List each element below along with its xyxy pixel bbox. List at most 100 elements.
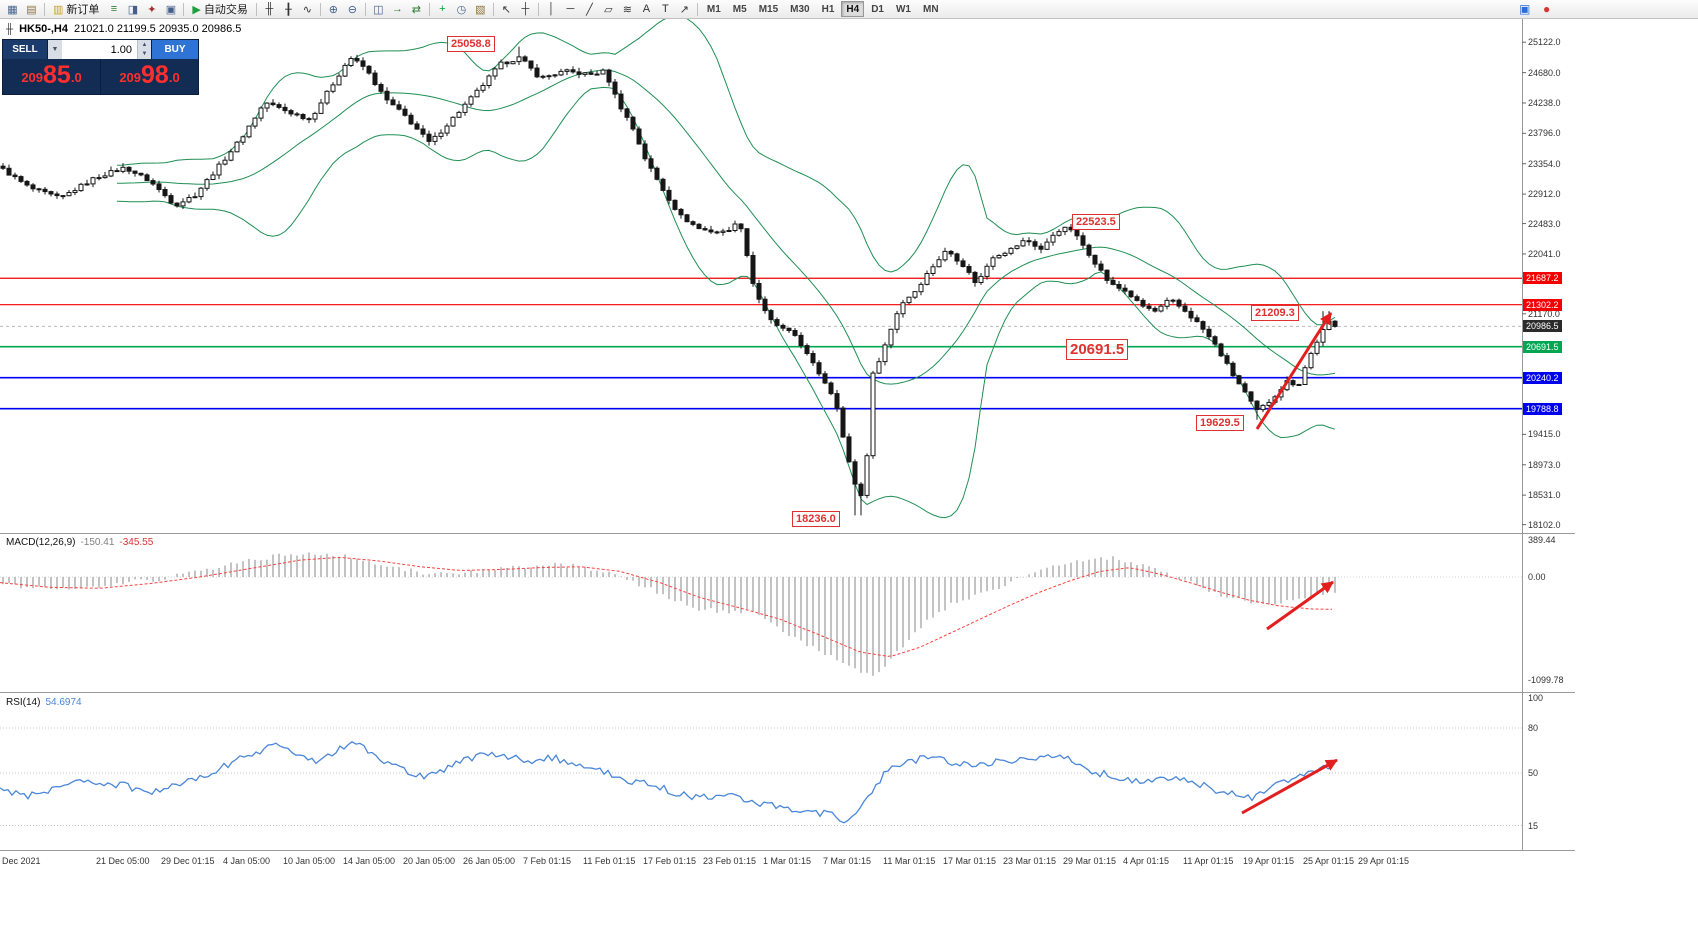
price-tick: 19415.0	[1528, 429, 1561, 440]
templates-icon[interactable]: ▧	[475, 3, 486, 16]
profiles-icon[interactable]: ▤	[26, 3, 37, 16]
toolbar-separator	[492, 2, 494, 16]
current-price-chip: 20986.5	[1523, 320, 1562, 333]
sell-price-post: .0	[70, 70, 82, 85]
toolbar: ▦ ▤ ▥ 新订单 ≡ ◨ ✦ ▣ ▶ 自动交易 ╫ ╂ ∿ ⊕ ⊖ ◫ → ⇄ + ◷ ▧ ↖ ┼ │ ─ ╱ ▱ ≋ A T ↗ M1 M5…	[0, 0, 1698, 19]
horizontal-level-lines[interactable]	[0, 277, 1522, 410]
bollinger-bands[interactable]	[116, 14, 1336, 519]
volume-down-icon[interactable]: ▼	[141, 51, 148, 58]
level-price-chip: 21302.2	[1523, 298, 1562, 311]
text-icon[interactable]: A	[642, 3, 651, 15]
periods-icon[interactable]: ◷	[456, 3, 467, 16]
terminal-icon[interactable]: ▣	[165, 3, 177, 16]
arrow-tools-icon[interactable]: ↗	[679, 3, 689, 16]
bar-chart-icon[interactable]: ╫	[265, 3, 274, 15]
time-label: 21 Dec 05:00	[96, 856, 150, 866]
toolbar-separator	[428, 2, 430, 16]
rsi-label: RSI(14) 54.6974	[6, 697, 82, 708]
timeframe-h1-button[interactable]: H1	[821, 3, 835, 15]
timeframe-m5-button[interactable]: M5	[732, 3, 747, 15]
fibonacci-icon[interactable]: ≋	[622, 3, 632, 16]
volume-dropdown-icon[interactable]: ▼	[48, 40, 62, 59]
price-tick: 24238.0	[1528, 97, 1561, 108]
volume-stepper[interactable]: ▲ ▼	[137, 40, 151, 59]
price-callout[interactable]: 20691.5	[1066, 339, 1129, 360]
time-label: 20 Jan 05:00	[403, 856, 456, 866]
volume-input[interactable]: 1.00	[62, 40, 137, 59]
vertical-line-icon[interactable]: │	[547, 3, 555, 15]
toolbar-separator	[696, 2, 698, 16]
time-label: 4 Apr 01:15	[1123, 856, 1170, 866]
label-icon[interactable]: T	[662, 3, 669, 15]
price-tick: 25122.0	[1528, 37, 1561, 48]
zoom-in-icon[interactable]: ⊕	[328, 3, 338, 16]
time-label: 29 Dec 01:15	[161, 856, 215, 866]
time-label: 23 Mar 01:15	[1003, 856, 1057, 866]
buy-button[interactable]: BUY	[151, 40, 198, 59]
chart-shift-icon[interactable]: ⇄	[411, 3, 421, 16]
buy-price-post: .0	[168, 70, 180, 85]
level-price-chip: 20691.5	[1523, 340, 1562, 353]
autotrading-button[interactable]: ▶ 自动交易	[188, 2, 251, 17]
toolbar-separator	[255, 2, 257, 16]
price-tick: 22041.0	[1528, 248, 1561, 259]
rsi-tick: 80	[1528, 723, 1539, 733]
price-tick: 18973.0	[1528, 459, 1561, 470]
sell-price[interactable]: 209 85 .0	[3, 59, 100, 94]
sell-price-pre: 209	[21, 70, 44, 85]
candlestick-icon[interactable]: ╂	[285, 3, 292, 16]
chart-tab-icon: ╫	[6, 23, 14, 35]
rsi-tick: 100	[1528, 693, 1544, 703]
timeframe-m30-button[interactable]: M30	[790, 3, 810, 15]
symbol-title: HK50-,H4	[19, 23, 68, 35]
time-label: 7 Mar 01:15	[823, 856, 872, 866]
sell-button[interactable]: SELL	[3, 40, 48, 59]
one-click-trading-panel: SELL ▼ 1.00 ▲ ▼ BUY 209 85 .0 209 98 .0	[2, 39, 199, 95]
cursor-icon[interactable]: ↖	[501, 3, 511, 16]
horizontal-line-icon[interactable]: ─	[566, 3, 575, 15]
time-label: 11 Feb 01:15	[583, 856, 636, 866]
buy-price[interactable]: 209 98 .0	[100, 59, 198, 94]
sell-price-big: 85	[43, 61, 71, 89]
price-tick: 23354.0	[1528, 158, 1561, 169]
new-order-button-label: 新订单	[66, 4, 100, 16]
price-callout[interactable]: 22523.5	[1072, 214, 1120, 230]
timeframe-d1-button[interactable]: D1	[871, 3, 884, 15]
timeframe-mn-button[interactable]: MN	[922, 3, 939, 15]
trend-arrows[interactable]	[1241, 312, 1338, 815]
channel-icon[interactable]: ▱	[604, 3, 613, 16]
volume-up-icon[interactable]: ▲	[141, 41, 148, 48]
macd-signal-value: -345.55	[119, 537, 154, 548]
market-watch-icon[interactable]: ≡	[110, 3, 118, 15]
time-label: 4 Jan 05:00	[223, 856, 271, 866]
macd-value: -150.41	[80, 537, 115, 548]
macd-tick: -1099.78	[1528, 675, 1564, 686]
time-label: 17 Mar 01:15	[943, 856, 997, 866]
line-chart-icon[interactable]: ∿	[302, 3, 312, 16]
price-callout[interactable]: 19629.5	[1196, 415, 1244, 431]
time-label: 7 Feb 01:15	[523, 856, 572, 866]
timeframe-m15-button[interactable]: M15	[758, 3, 779, 15]
price-callout[interactable]: 18236.0	[792, 511, 840, 527]
timeframe-m1-button[interactable]: M1	[706, 3, 721, 15]
price-callout[interactable]: 21209.3	[1251, 305, 1299, 321]
crosshair-icon[interactable]: ┼	[521, 3, 530, 15]
trendline-icon[interactable]: ╱	[586, 3, 593, 16]
record-icon[interactable]: ●	[1543, 2, 1551, 16]
price-tick: 18102.0	[1528, 519, 1561, 530]
auto-scroll-icon[interactable]: →	[391, 3, 403, 15]
data-window-icon[interactable]: ◨	[127, 3, 139, 16]
tile-windows-icon[interactable]: ◫	[373, 3, 384, 16]
new-order-button[interactable]: ▥ 新订单	[49, 2, 103, 17]
timeframe-w1-button[interactable]: W1	[895, 3, 911, 15]
timeframe-h4-button[interactable]: H4	[841, 1, 865, 17]
new-chart-icon[interactable]: ▦	[7, 3, 18, 16]
zoom-out-icon[interactable]: ⊖	[347, 3, 357, 16]
price-callout[interactable]: 25058.8	[447, 36, 495, 52]
navigator-icon[interactable]: ✦	[147, 3, 157, 16]
macd-tick: 0.00	[1528, 572, 1546, 582]
indicators-icon[interactable]: +	[439, 3, 446, 15]
time-label: 23 Feb 01:15	[703, 856, 757, 866]
chart-window-icon[interactable]: ▣	[1519, 2, 1531, 16]
